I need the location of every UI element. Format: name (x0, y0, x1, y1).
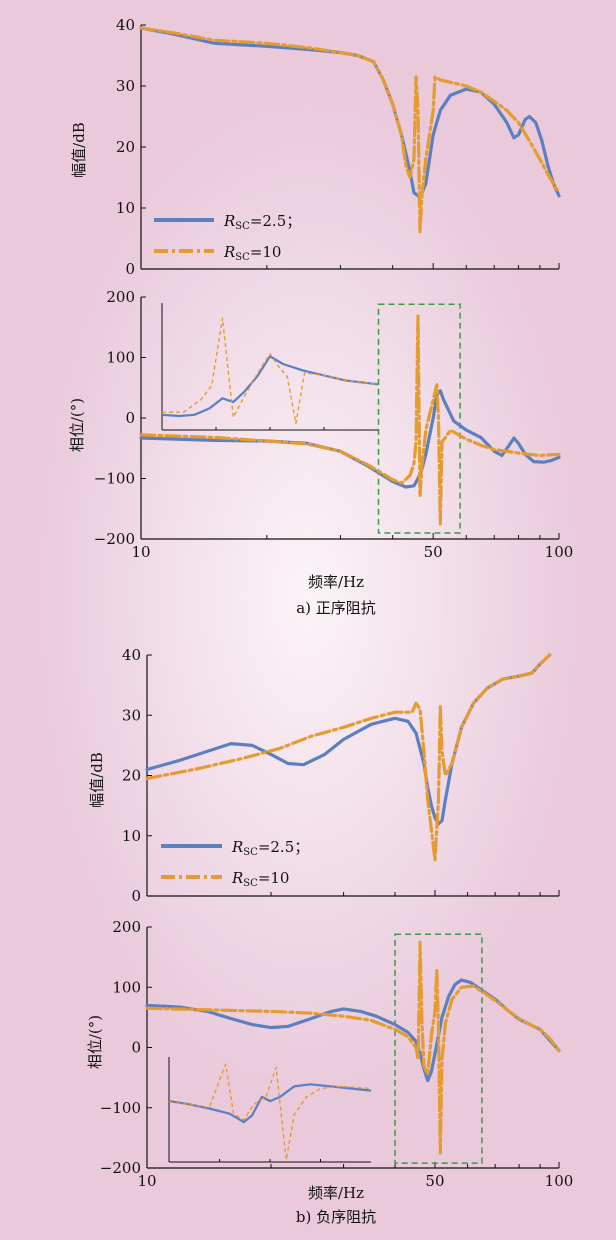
a_magnitude-ytick-label: 30 (116, 77, 135, 95)
legend-a-entry-2: RSC=10 (223, 243, 281, 263)
a_phase-xtick-label: 100 (545, 543, 574, 561)
b_phase-xtick-label: 50 (425, 1172, 444, 1190)
ylabel-mag-a: 幅值/dB (70, 122, 88, 178)
a_phase-ytick-label: 200 (106, 288, 135, 306)
b_magnitude-series-rsc-2-5 (147, 655, 550, 824)
b_phase-inset-series-rsc-10 (169, 1064, 371, 1160)
a_phase-xtick-label: 10 (131, 543, 150, 561)
caption-b: b) 负序阻抗 (296, 1208, 376, 1226)
ylabel-mag-b: 幅值/dB (88, 752, 106, 808)
bode-plots-svg: 频率/Hz a) 正序阻抗 频率/Hz b) 负序阻抗 幅值/dB 相位/(°)… (14, 5, 602, 1235)
b_phase-ytick-label: 200 (112, 918, 141, 936)
xlabel-a: 频率/Hz (308, 573, 364, 591)
legend-a-entry-1: RSC=2.5； (223, 212, 301, 232)
ylabel-phase-a: 相位/(°) (68, 398, 86, 452)
b_magnitude-ytick-label: 40 (122, 646, 141, 664)
a_phase-ytick-label: 100 (106, 349, 135, 367)
b_phase-series-rsc-10 (147, 942, 559, 1153)
a_phase-inset-series-rsc-10 (162, 318, 378, 423)
b_magnitude-ytick-label: 10 (122, 827, 141, 845)
b_phase-ytick-label: 100 (112, 978, 141, 996)
b_phase-xtick-label: 10 (137, 1172, 156, 1190)
b_phase-series-rsc-2-5 (147, 980, 559, 1081)
b_magnitude-ytick-label: 20 (122, 767, 141, 785)
b_phase-ytick-label: −200 (100, 1159, 141, 1177)
b_phase-xtick-label: 100 (545, 1172, 574, 1190)
b_magnitude-ytick-label: 30 (122, 706, 141, 724)
legend-b-entry-2: RSC=10 (231, 869, 289, 889)
xlabel-b: 频率/Hz (308, 1184, 364, 1202)
legend-b-entry-1: RSC=2.5； (231, 838, 309, 858)
a_magnitude-ytick-label: 20 (116, 138, 135, 156)
a_magnitude-ytick-label: 10 (116, 199, 135, 217)
b_phase-ytick-label: −100 (100, 1099, 141, 1117)
a_phase-inset-series-rsc-2-5 (162, 356, 378, 416)
a_phase-series-rsc-10 (141, 315, 559, 524)
a_magnitude-series-rsc-10 (141, 28, 559, 232)
caption-a: a) 正序阻抗 (296, 599, 376, 617)
a_phase-ytick-label: −200 (94, 530, 135, 548)
a_magnitude-ytick-label: 0 (125, 260, 135, 278)
a_phase-series-rsc-2-5 (141, 391, 559, 487)
a_phase-ytick-label: −100 (94, 470, 135, 488)
a_magnitude-ytick-label: 40 (116, 16, 135, 34)
b_magnitude-series-rsc-10 (147, 655, 550, 860)
a_phase-ytick-label: 0 (125, 409, 135, 427)
a_phase-xtick-label: 50 (424, 543, 443, 561)
bode-figure: 频率/Hz a) 正序阻抗 频率/Hz b) 负序阻抗 幅值/dB 相位/(°)… (14, 5, 602, 1235)
b_phase-ytick-label: 0 (131, 1039, 141, 1057)
b_phase-inset-series-rsc-2-5 (169, 1084, 371, 1122)
b_magnitude-ytick-label: 0 (131, 887, 141, 905)
ylabel-phase-b: 相位/(°) (86, 1015, 104, 1069)
